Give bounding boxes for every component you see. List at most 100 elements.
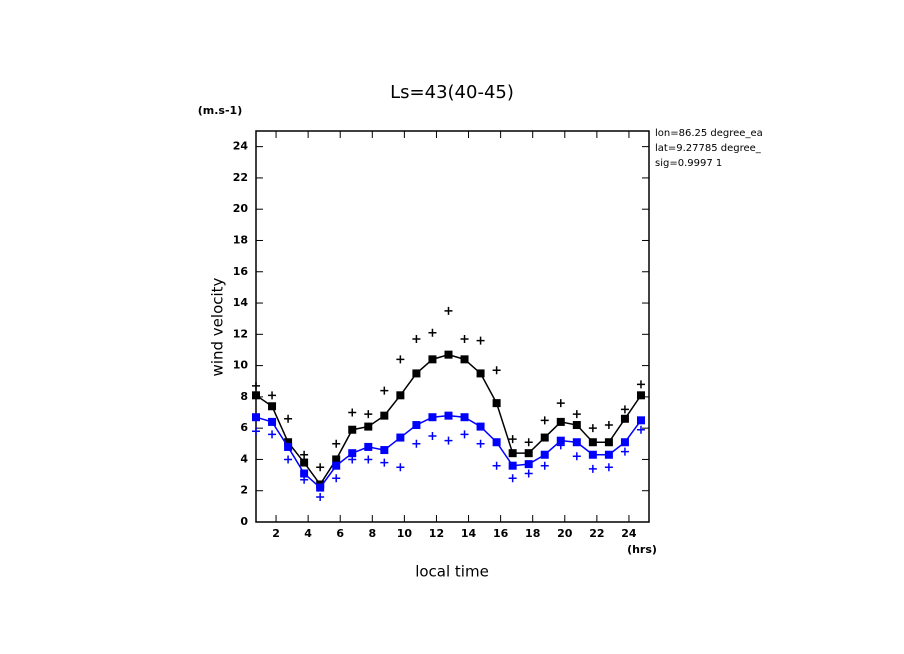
point-marker bbox=[364, 422, 373, 431]
point-marker bbox=[428, 431, 437, 440]
point-marker bbox=[636, 391, 645, 400]
point-marker bbox=[540, 416, 549, 425]
point-marker bbox=[332, 461, 341, 470]
point-marker bbox=[460, 355, 469, 364]
point-marker bbox=[380, 411, 389, 420]
point-marker bbox=[508, 435, 517, 444]
point-marker bbox=[572, 438, 581, 447]
plot-frame bbox=[255, 130, 650, 523]
point-marker bbox=[524, 469, 533, 478]
annotations: lon=86.25 degree_ea lat=9.27785 degree_ … bbox=[655, 128, 763, 169]
point-marker bbox=[636, 416, 645, 425]
point-marker bbox=[492, 438, 501, 447]
point-marker bbox=[300, 450, 309, 459]
point-marker bbox=[332, 439, 341, 448]
point-marker bbox=[556, 441, 565, 450]
y-tick-label: 0 bbox=[240, 515, 248, 528]
point-marker bbox=[396, 433, 405, 442]
point-marker bbox=[444, 306, 453, 315]
point-marker bbox=[460, 430, 469, 439]
point-marker bbox=[396, 391, 405, 400]
point-marker bbox=[300, 469, 309, 478]
point-marker bbox=[428, 328, 437, 337]
point-marker bbox=[348, 449, 357, 458]
point-marker bbox=[284, 438, 293, 447]
point-marker bbox=[492, 461, 501, 470]
point-marker bbox=[332, 455, 341, 464]
point-marker bbox=[252, 391, 260, 400]
point-marker bbox=[620, 447, 629, 456]
point-marker bbox=[460, 413, 469, 422]
point-marker bbox=[524, 438, 533, 447]
point-marker bbox=[572, 421, 581, 430]
point-marker bbox=[284, 455, 293, 464]
point-marker bbox=[396, 355, 405, 364]
point-marker bbox=[588, 438, 597, 447]
point-marker bbox=[428, 355, 437, 364]
point-marker bbox=[316, 463, 325, 472]
x-tick-label: 12 bbox=[429, 527, 444, 540]
point-marker bbox=[364, 455, 373, 464]
point-marker bbox=[444, 436, 453, 445]
x-tick-label: 18 bbox=[525, 527, 540, 540]
y-tick-label: 12 bbox=[233, 327, 248, 340]
x-unit: (hrs) bbox=[627, 543, 657, 556]
point-marker bbox=[348, 455, 357, 464]
y-tick-label: 24 bbox=[233, 140, 249, 153]
point-marker bbox=[364, 442, 373, 451]
point-marker bbox=[524, 449, 533, 458]
point-marker bbox=[460, 335, 469, 344]
y-tick-label: 14 bbox=[233, 296, 249, 309]
y-tick-label: 16 bbox=[233, 265, 249, 278]
point-marker bbox=[620, 405, 629, 414]
x-tick-label: 8 bbox=[368, 527, 376, 540]
point-marker bbox=[540, 461, 549, 470]
point-marker bbox=[252, 413, 260, 422]
x-tick-label: 22 bbox=[589, 527, 604, 540]
x-tick-label: 16 bbox=[493, 527, 509, 540]
point-marker bbox=[540, 450, 549, 459]
point-marker bbox=[316, 492, 325, 501]
point-marker bbox=[604, 463, 613, 472]
x-tick-label: 6 bbox=[336, 527, 344, 540]
point-marker bbox=[524, 460, 533, 469]
point-marker bbox=[284, 414, 293, 423]
annotation: sig=0.9997 1 bbox=[655, 158, 722, 169]
y-tick-label: 6 bbox=[240, 421, 248, 434]
point-marker bbox=[476, 336, 485, 345]
point-marker bbox=[412, 421, 421, 430]
point-marker bbox=[604, 450, 613, 459]
point-marker bbox=[284, 442, 293, 451]
x-tick-label: 10 bbox=[397, 527, 413, 540]
point-marker bbox=[252, 381, 260, 390]
y-unit: (m.s-1) bbox=[198, 104, 242, 117]
point-marker bbox=[556, 436, 565, 445]
point-marker bbox=[588, 450, 597, 459]
point-marker bbox=[380, 386, 389, 395]
point-marker bbox=[620, 414, 629, 423]
point-marker bbox=[572, 452, 581, 461]
x-tick-label: 2 bbox=[272, 527, 280, 540]
annotation: lon=86.25 degree_ea bbox=[655, 128, 763, 139]
x-tick-label: 24 bbox=[621, 527, 637, 540]
point-marker bbox=[268, 391, 277, 400]
point-marker bbox=[636, 425, 645, 434]
point-marker bbox=[268, 417, 277, 426]
point-marker bbox=[508, 474, 517, 483]
x-tick-label: 20 bbox=[557, 527, 573, 540]
point-marker bbox=[300, 458, 309, 467]
point-marker bbox=[444, 350, 453, 359]
point-marker bbox=[556, 417, 565, 426]
x-axis-label: local time bbox=[415, 563, 489, 581]
point-marker bbox=[492, 366, 501, 375]
point-marker bbox=[604, 438, 613, 447]
point-marker bbox=[476, 369, 485, 378]
point-marker bbox=[332, 474, 341, 483]
point-marker bbox=[556, 399, 565, 408]
point-marker bbox=[588, 464, 597, 473]
point-marker bbox=[412, 439, 421, 448]
point-marker bbox=[380, 458, 389, 467]
point-marker bbox=[428, 413, 437, 422]
